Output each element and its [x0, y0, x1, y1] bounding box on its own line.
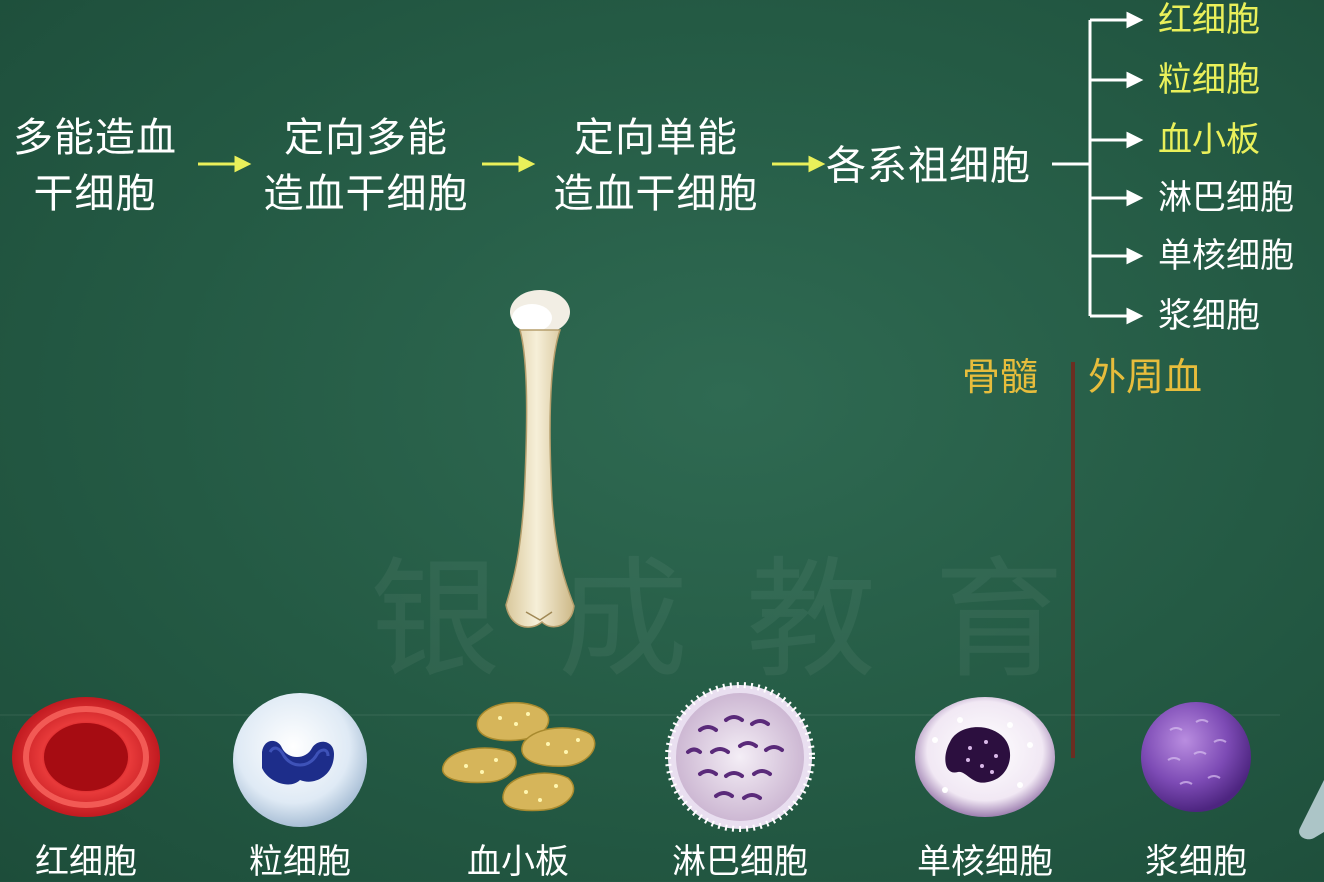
cell-label-rbc: 红细胞 — [35, 842, 137, 882]
label-peripheral-blood: 外周血 — [1088, 355, 1203, 399]
output-rbc: 红细胞 — [1158, 0, 1260, 40]
flow-arrow-3 — [772, 155, 826, 173]
stage-1-line-1: 多能造血 — [13, 115, 177, 161]
red-blood-cell-icon — [12, 697, 160, 817]
lymphocyte-icon — [665, 682, 815, 832]
stage-2-multipotent: 定向多能 造血干细胞 — [250, 110, 482, 222]
bone-icon — [505, 290, 575, 628]
platelet-icon — [441, 701, 596, 812]
output-lymphocyte: 淋巴细胞 — [1158, 178, 1294, 218]
flow-arrow-2 — [482, 155, 536, 173]
cell-label-lymphocyte: 淋巴细胞 — [672, 842, 808, 882]
watermark: 银成教育 — [370, 544, 1123, 696]
cell-label-granulocyte: 粒细胞 — [249, 842, 351, 882]
stage-4-progenitors: 各系祖细胞 — [826, 143, 1031, 189]
cell-label-platelet: 血小板 — [467, 842, 569, 882]
output-platelet: 血小板 — [1158, 120, 1260, 160]
flow-arrow-1 — [198, 155, 252, 173]
granulocyte-icon — [233, 693, 367, 827]
stage-2-line-2: 造血干细胞 — [263, 171, 469, 217]
stage-2-line-1: 定向多能 — [284, 115, 448, 161]
monocyte-icon — [915, 697, 1055, 817]
branch-bracket — [1052, 11, 1144, 325]
stage-1-line-2: 干细胞 — [33, 171, 157, 217]
stage-3-line-2: 造血干细胞 — [553, 171, 759, 217]
output-granulocyte: 粒细胞 — [1158, 60, 1260, 100]
stage-3-line-1: 定向单能 — [574, 115, 738, 161]
stage-3-unipotent: 定向单能 造血干细胞 — [540, 110, 772, 222]
test-tube-icon — [1299, 780, 1324, 840]
stage-1-hsc: 多能造血 干细胞 — [4, 110, 186, 222]
cell-label-monocyte: 单核细胞 — [917, 842, 1053, 882]
output-plasma-cell: 浆细胞 — [1158, 296, 1260, 336]
output-monocyte: 单核细胞 — [1158, 236, 1294, 276]
label-bone-marrow: 骨髓 — [962, 355, 1039, 399]
plasma-cell-icon — [1141, 702, 1251, 812]
cell-label-plasma-cell: 浆细胞 — [1145, 842, 1247, 882]
